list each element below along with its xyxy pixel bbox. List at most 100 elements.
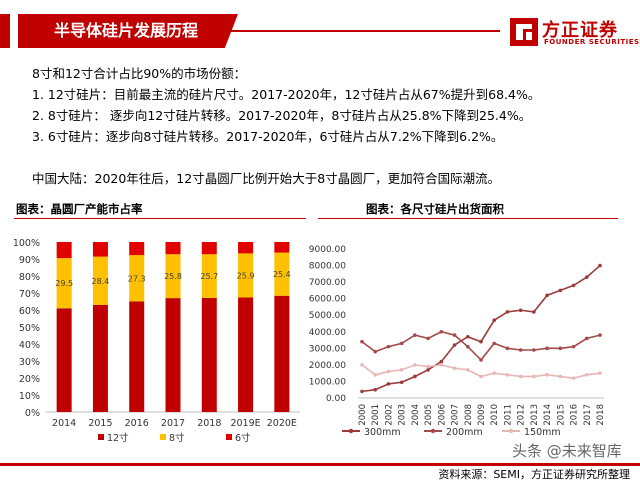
y-tick-label: 60%	[19, 306, 40, 317]
data-point-200mm	[505, 346, 510, 351]
legend-marker	[508, 428, 514, 434]
x-tick-label: 2015	[556, 404, 566, 426]
body-line-6inch: 3. 6寸硅片：逐步向8寸硅片转移。2017-2020年，6寸硅片占从7.2%下…	[32, 129, 504, 144]
header-rule	[228, 30, 500, 32]
y-tick-label: 50%	[19, 323, 40, 334]
y-tick-label: 4000.00	[309, 328, 346, 338]
x-tick-label: 2016	[125, 418, 149, 429]
bar-segment-12寸	[165, 298, 181, 412]
y-tick-label: 1000.00	[309, 377, 346, 387]
data-point-300mm	[426, 368, 430, 372]
data-point-150mm	[360, 363, 364, 367]
bar-segment-8寸	[238, 253, 254, 298]
legend-swatch	[160, 434, 166, 440]
data-point-300mm	[584, 275, 589, 279]
data-point-150mm	[452, 366, 457, 370]
data-point-200mm	[399, 341, 404, 346]
x-tick-label: 2018	[197, 418, 221, 429]
x-tick-label: 2001	[371, 404, 381, 426]
header-accent-bar	[0, 14, 10, 48]
data-point-300mm	[360, 389, 364, 394]
data-label: 25.8	[164, 272, 182, 281]
data-point-150mm	[426, 364, 430, 369]
bar-segment-12寸	[56, 308, 72, 412]
data-label: 28.4	[92, 277, 110, 286]
legend-label: 8寸	[169, 432, 185, 444]
source-note: 资料来源：SEMI，方正证券研究所整理	[438, 468, 630, 481]
body-line-8inch: 2. 8寸硅片： 逐步向12寸硅片转移。2017-2020年，8寸硅片占从25.…	[32, 108, 532, 123]
data-point-300mm	[518, 308, 523, 313]
data-point-200mm	[518, 348, 523, 352]
data-point-150mm	[492, 371, 497, 375]
x-tick-label: 2017	[583, 404, 593, 426]
x-tick-label: 2019E	[230, 418, 260, 429]
data-point-150mm	[399, 368, 404, 372]
data-point-300mm	[386, 382, 391, 386]
x-tick-label: 2015	[88, 418, 112, 429]
bar-segment-6寸	[165, 242, 181, 255]
legend-marker	[430, 428, 436, 434]
data-point-300mm	[598, 263, 602, 268]
legend-label: 200mm	[446, 427, 483, 438]
data-point-150mm	[413, 363, 417, 367]
data-point-300mm	[399, 380, 404, 385]
y-tick-label: 80%	[19, 272, 40, 283]
data-point-200mm	[479, 358, 483, 362]
bar-segment-12寸	[129, 301, 145, 412]
bar-segment-8寸	[56, 258, 72, 309]
x-tick-label: 2010	[490, 404, 500, 426]
x-tick-label: 2018	[596, 404, 606, 426]
data-point-200mm	[426, 336, 430, 341]
y-tick-label: 90%	[19, 255, 40, 266]
data-point-300mm	[532, 310, 536, 314]
x-tick-label: 2009	[477, 404, 487, 426]
data-point-200mm	[558, 346, 563, 351]
bar-segment-8寸	[274, 252, 290, 296]
data-label: 25.4	[273, 270, 291, 279]
x-tick-label: 2020E	[267, 418, 297, 429]
legend-label: 12寸	[107, 432, 129, 444]
y-tick-label: 10%	[19, 391, 40, 402]
data-point-200mm	[571, 344, 576, 349]
data-point-200mm	[465, 344, 470, 349]
legend-swatch	[226, 434, 232, 440]
x-tick-label: 2000	[358, 404, 368, 426]
legend-marker	[348, 428, 354, 434]
x-tick-label: 2014	[52, 418, 76, 429]
x-tick-label: 2016	[570, 404, 580, 426]
bar-segment-12寸	[274, 295, 290, 412]
data-point-300mm	[558, 288, 563, 293]
y-tick-label: 7000.00	[309, 278, 346, 288]
data-point-150mm	[584, 373, 589, 377]
y-tick-label: 70%	[19, 289, 40, 300]
x-tick-label: 2008	[464, 404, 474, 426]
legend-label: 150mm	[524, 427, 561, 438]
bar-segment-6寸	[92, 242, 108, 257]
bar-segment-6寸	[238, 242, 254, 254]
data-point-150mm	[386, 369, 391, 374]
shipment-area-line-chart: 0.00 1000.00 2000.00 3000.00 4000.00 5000.00 6…	[309, 245, 606, 438]
x-tick-label: 2013	[530, 404, 540, 426]
data-point-150mm	[439, 363, 444, 367]
data-point-300mm	[479, 339, 483, 344]
y-tick-label: 8000.00	[309, 262, 346, 272]
y-tick-label: 40%	[19, 340, 40, 351]
chart-title-shipment: 图表：各尺寸硅片出货面积	[366, 202, 504, 216]
data-point-150mm	[571, 376, 576, 380]
watermark: 头条 @未来智库	[512, 442, 622, 460]
x-tick-label: 2014	[543, 404, 553, 426]
y-tick-label: 2000.00	[309, 361, 346, 371]
y-tick-label: 30%	[19, 357, 40, 368]
chart-title-rule-right	[318, 218, 618, 219]
bar-segment-8寸	[201, 254, 217, 298]
data-point-150mm	[532, 374, 536, 379]
data-point-150mm	[505, 373, 510, 377]
x-tick-label: 2017	[161, 418, 185, 429]
x-tick-label: 2006	[437, 404, 447, 426]
body-line-china: 中国大陆：2020年往后，12寸晶圆厂比例开始大于8寸晶圆厂，更加符合国际潮流。	[32, 171, 501, 186]
data-point-300mm	[465, 334, 470, 339]
y-tick-label: 0%	[25, 408, 40, 419]
data-point-200mm	[360, 339, 364, 344]
data-point-200mm	[598, 333, 602, 337]
legend-label: 6寸	[235, 432, 251, 444]
